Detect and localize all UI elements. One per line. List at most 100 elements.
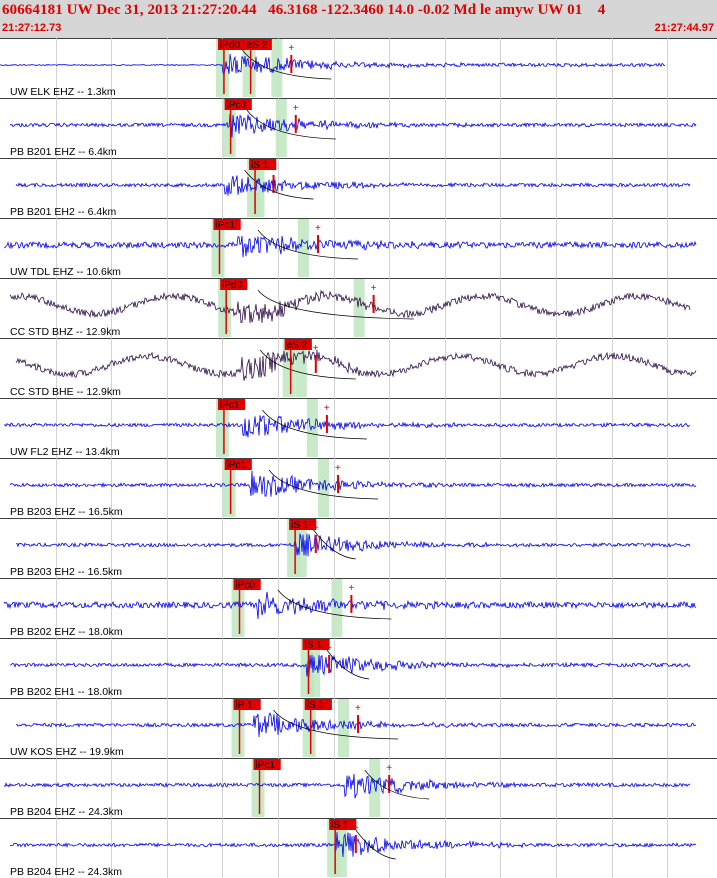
pick-label-box — [224, 99, 252, 110]
pick-window — [302, 699, 316, 757]
pick-label: iPc1 — [220, 400, 240, 411]
channel-label: CC STD BHZ -- 12.9km — [10, 326, 121, 338]
travel-time-curve — [246, 109, 336, 140]
travel-time-curve — [355, 829, 396, 860]
channel-label: PB B204 EH2 -- 24.3km — [10, 866, 122, 878]
pick-label: iPc0 — [236, 580, 256, 591]
travel-time-curve — [259, 349, 356, 380]
pick-window — [218, 279, 232, 337]
pick-window — [253, 159, 265, 217]
travel-time-curve — [313, 529, 356, 560]
end-time-label: 21:27:44.97 — [654, 22, 714, 34]
pick-label-box — [302, 639, 330, 650]
pick-label: iPd0 — [222, 280, 242, 291]
channel-label: PB B204 EHZ -- 24.3km — [10, 806, 123, 818]
amplitude-plus: + — [355, 703, 361, 714]
pick-label-box — [224, 459, 252, 470]
pick-window — [282, 339, 296, 397]
amplitude-plus: + — [335, 463, 341, 474]
pick-label-box — [233, 699, 261, 710]
pick-window — [211, 219, 225, 277]
channel-label: PB B203 EH2 -- 16.5km — [10, 566, 122, 578]
pick-label-box — [233, 579, 261, 590]
event-title: 60664181 UW Dec 31, 2013 21:27:20.44 46.… — [2, 2, 606, 18]
pick-label-box — [244, 39, 272, 50]
amplitude-plus: + — [386, 763, 392, 774]
waveform-trace — [0, 53, 666, 76]
channel-label: UW KOS EHZ -- 19.9km — [10, 746, 124, 758]
pick-label: iPc1 — [227, 460, 247, 471]
amplitude-plus: + — [348, 583, 354, 594]
traces — [0, 53, 697, 858]
waveform-trace — [16, 533, 691, 557]
pick-label: iP 1 — [236, 700, 253, 711]
waveform-trace — [9, 654, 691, 677]
pick-window — [295, 519, 307, 577]
channel-label: UW FL2 EHZ -- 13.4km — [10, 446, 120, 458]
channel-label: PB B201 EHZ -- 6.4km — [10, 146, 117, 158]
pick-window — [215, 399, 229, 457]
pick-window — [353, 279, 365, 337]
waveform-trace — [3, 591, 697, 620]
pick-label: iPc0 — [227, 100, 247, 111]
pick-window — [222, 99, 236, 157]
waveform-trace — [15, 712, 697, 738]
pick-window — [251, 759, 265, 817]
channel-label: CC STD BHE -- 12.9km — [10, 386, 121, 398]
panel-background — [0, 38, 717, 878]
pick-label: eS 2 — [247, 40, 268, 51]
pick-label: iS 1 — [304, 640, 322, 651]
amplitude-plus: + — [293, 103, 299, 114]
pick-markers: + iPd0 eS 2 + iPc0 + iS 1 + iPc1 + iPd0 + eS 2 + iPc1 +… — [213, 39, 430, 874]
pick-window — [222, 459, 236, 517]
pick-label-box — [253, 759, 281, 770]
pick-label-box — [213, 219, 241, 230]
event-header: 60664181 UW Dec 31, 2013 21:27:20.44 46.… — [0, 0, 717, 38]
amplitude-plus: + — [288, 43, 294, 54]
travel-time-curve — [257, 229, 359, 260]
waveform-trace — [15, 175, 691, 196]
pick-label-box — [220, 279, 248, 290]
waveform-trace — [9, 114, 697, 138]
pick-windows — [211, 39, 381, 877]
channel-label: PB B201 EH2 -- 6.4km — [10, 206, 116, 218]
channel-label: PB B202 EH1 -- 18.0km — [10, 686, 122, 698]
travel-time-curve — [262, 409, 367, 440]
pick-label-box — [329, 819, 357, 830]
pick-label-box — [217, 399, 246, 410]
travel-time-curve — [277, 589, 392, 620]
waveform-trace — [3, 415, 691, 438]
channel-label: UW ELK EHZ -- 1.3km — [10, 86, 116, 98]
channel-labels: UW ELK EHZ -- 1.3km PB B201 EHZ -- 6.4km P… — [10, 86, 124, 878]
travel-time-curve — [244, 169, 314, 200]
travel-time-curve — [326, 649, 370, 680]
waveform-trace — [15, 349, 697, 381]
pick-label: iS 1 — [291, 520, 309, 531]
channel-label: PB B202 EHZ -- 18.0km — [10, 626, 123, 638]
pick-label-box — [217, 39, 246, 50]
pick-window — [331, 579, 343, 637]
waveform-trace — [3, 773, 691, 799]
start-time-label: 21:27:12.73 — [2, 22, 62, 34]
waveform-trace — [9, 289, 691, 324]
travel-time-curve — [273, 709, 399, 740]
waveform-trace — [9, 470, 697, 497]
amplitude-plus: + — [315, 223, 321, 234]
pick-window — [231, 579, 245, 637]
pick-label-box — [304, 699, 332, 710]
waveform-trace — [3, 235, 697, 258]
seismogram-panel: + iPd0 eS 2 + iPc0 + iS 1 + iPc1 + iPd0 + eS 2 + iPc1 +… — [0, 38, 717, 878]
pick-label-box — [289, 519, 317, 530]
pick-label: iPd0 — [220, 40, 240, 51]
pick-window — [242, 39, 256, 97]
pick-window — [298, 219, 310, 277]
travel-time-curve — [242, 49, 332, 80]
pick-window — [338, 699, 350, 757]
pick-label: iS 1 — [251, 160, 269, 171]
grid-lines — [0, 38, 717, 878]
pick-label-box — [249, 159, 277, 170]
pick-label-box — [284, 339, 312, 350]
pick-label: eS 2 — [287, 340, 308, 351]
travel-time-curve — [268, 469, 379, 500]
channel-label: UW TDL EHZ -- 10.6km — [10, 266, 121, 278]
